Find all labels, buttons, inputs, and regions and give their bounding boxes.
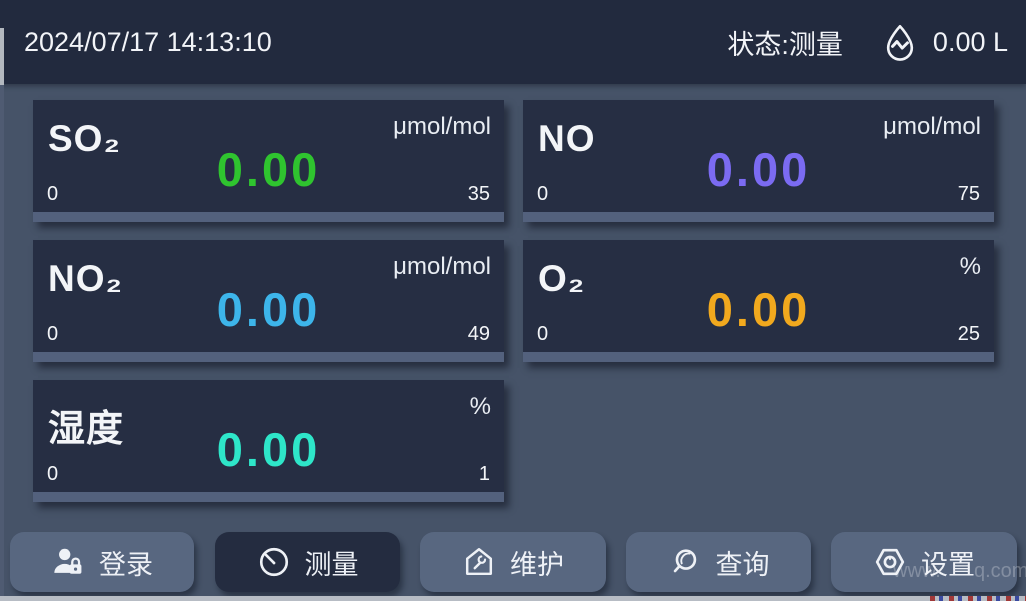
house-wrench-icon [462,545,496,579]
screen-bottom-artifact [930,596,1026,601]
user-lock-icon [51,545,85,579]
gas-label: SO₂ [48,118,121,159]
status-label: 状态:测量 [727,29,843,60]
flow-value: 0.00 L [932,26,1008,57]
gas-label: 湿度 [48,408,124,449]
query-button[interactable]: 查询 [626,532,811,592]
range-max: 49 [467,323,490,345]
measure-button[interactable]: 测量 [215,532,400,592]
unit-label: μmol/mol [393,113,491,140]
range-max: 1 [478,463,490,485]
nav-label: 测量 [304,549,359,580]
range-max: 25 [957,323,980,345]
magnifier-icon [668,545,702,579]
progress-track [33,212,504,222]
progress-track [33,352,504,362]
gas-value: 0.00 [706,143,811,196]
gas-value: 0.00 [216,143,321,196]
nav-label: 设置 [921,549,975,580]
card-no2: NO₂ μmol/mol 0.00 0 49 [33,240,504,362]
login-button[interactable]: 登录 [10,532,194,592]
screen-edge-highlight [0,28,4,85]
nav-label: 登录 [99,549,153,580]
unit-label: μmol/mol [883,113,981,140]
droplet-wave-icon [879,21,921,63]
hex-nut-icon [873,545,907,579]
range-min: 0 [47,323,59,345]
range-min: 0 [537,323,549,345]
gauge-icon [257,545,291,579]
card-so2: SO₂ μmol/mol 0.00 0 35 [33,100,504,222]
gas-value: 0.00 [216,283,321,336]
datetime-label: 2024/07/17 14:13:10 [24,26,272,57]
range-max: 75 [957,183,980,205]
progress-track [523,352,994,362]
progress-track [523,212,994,222]
progress-track [33,492,504,502]
gas-value: 0.00 [706,283,811,336]
nav-label: 查询 [715,549,770,580]
range-max: 35 [467,183,490,205]
maintain-button[interactable]: 维护 [420,532,606,592]
card-no: NO μmol/mol 0.00 0 75 [523,100,994,222]
gas-label: O₂ [538,258,586,299]
gas-label: NO [538,118,596,159]
status-bar: 2024/07/17 14:13:10 状态:测量 0.00 L [0,0,1026,84]
gas-value: 0.00 [216,423,321,476]
gas-label: NO₂ [48,258,123,299]
unit-label: μmol/mol [393,253,491,280]
screen-bottom-strip [0,596,1026,601]
card-humidity: 湿度 % 0.00 0 1 [33,380,504,502]
settings-button[interactable]: 设置 [831,532,1017,592]
range-min: 0 [47,183,59,205]
unit-label: % [469,393,491,420]
status-group: 状态:测量 0.00 L [727,21,1008,63]
unit-label: % [959,253,981,280]
screen-edge-line [0,85,4,601]
card-o2: O₂ % 0.00 0 25 [523,240,994,362]
range-min: 0 [47,463,59,485]
nav-label: 维护 [510,549,564,580]
range-min: 0 [537,183,549,205]
